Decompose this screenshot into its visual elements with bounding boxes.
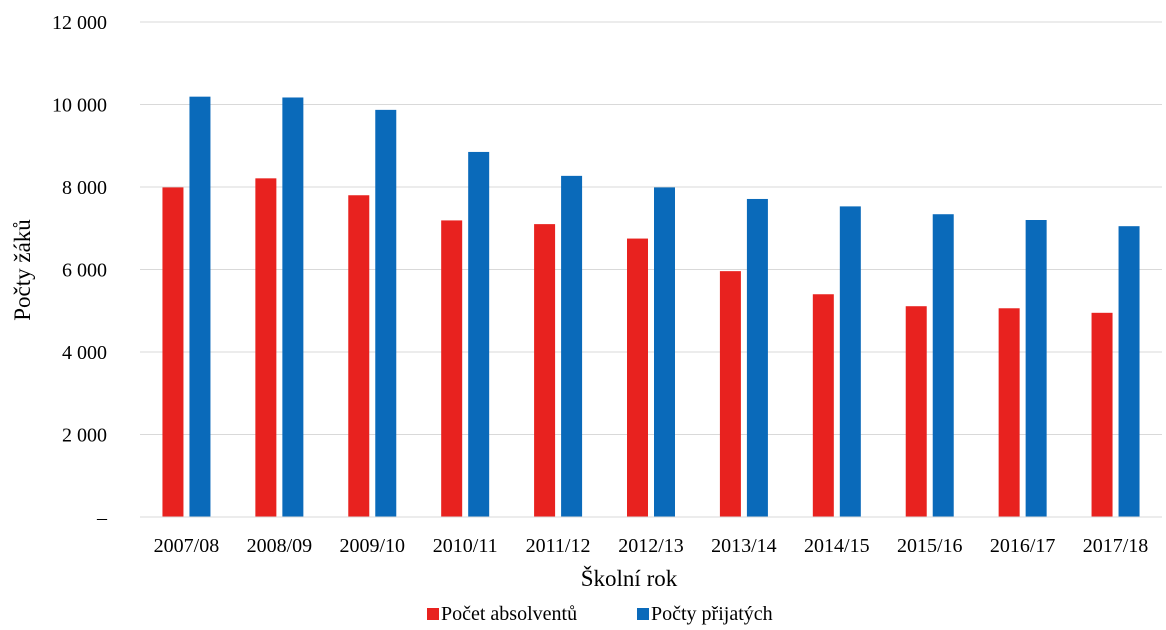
x-axis-title: Školní rok [581, 565, 678, 591]
legend-label-prijatych: Počty přijatých [651, 603, 773, 625]
bar-absolventu [998, 308, 1020, 517]
bar-absolventu [162, 187, 184, 517]
bar-absolventu [812, 294, 834, 517]
x-tick-label: 2008/09 [247, 535, 313, 557]
x-tick-label: 2015/16 [897, 535, 963, 557]
y-tick-label: 8 000 [62, 177, 107, 199]
bar-absolventu [441, 220, 463, 517]
bar-prijatych [375, 109, 397, 518]
bar-absolventu [348, 195, 370, 517]
y-axis-ticks: – 2 000 4 000 6 000 8 000 10 000 12 000 [52, 12, 108, 529]
x-tick-label: 2017/18 [1083, 535, 1149, 557]
legend-swatch-absolventu [427, 608, 439, 620]
y-axis-title: Počty žáků [10, 219, 35, 321]
bar-prijatych [839, 206, 861, 517]
x-tick-label: 2010/11 [433, 535, 498, 557]
y-tick-label: – [96, 507, 108, 529]
y-tick-label: 2 000 [62, 425, 107, 447]
bar-prijatych [1118, 226, 1140, 517]
bar-prijatych [561, 175, 583, 518]
x-axis-ticks: 2007/08 2008/09 2009/10 2010/11 2011/12 2012/… [154, 535, 1149, 557]
bar-prijatych [189, 96, 211, 517]
x-tick-label: 2012/13 [618, 535, 684, 557]
bar-absolventu [534, 224, 556, 517]
x-tick-label: 2011/12 [526, 535, 591, 557]
bars [162, 96, 1140, 518]
legend: Počet absolventů Počty přijatých [427, 603, 773, 625]
x-tick-label: 2013/14 [711, 535, 777, 557]
bar-absolventu [719, 271, 741, 517]
bar-prijatych [282, 97, 304, 518]
bar-absolventu [1091, 312, 1113, 517]
bar-prijatych [1025, 220, 1047, 517]
bar-absolventu [255, 178, 277, 517]
bar-prijatych [932, 214, 954, 517]
y-tick-label: 6 000 [62, 260, 107, 282]
bar-absolventu [905, 306, 927, 517]
y-tick-label: 4 000 [62, 342, 107, 364]
y-tick-label: 10 000 [52, 95, 107, 117]
legend-label-absolventu: Počet absolventů [441, 603, 577, 625]
x-tick-label: 2007/08 [154, 535, 220, 557]
x-tick-label: 2014/15 [804, 535, 870, 557]
x-tick-label: 2009/10 [339, 535, 405, 557]
y-tick-label: 12 000 [52, 12, 107, 34]
bar-absolventu [627, 238, 648, 517]
bar-prijatych [746, 198, 768, 517]
grid-lines [140, 21, 1162, 435]
bar-prijatych [654, 187, 675, 517]
bar-prijatych [468, 151, 490, 517]
x-tick-label: 2016/17 [990, 535, 1056, 557]
legend-swatch-prijatych [637, 608, 649, 620]
